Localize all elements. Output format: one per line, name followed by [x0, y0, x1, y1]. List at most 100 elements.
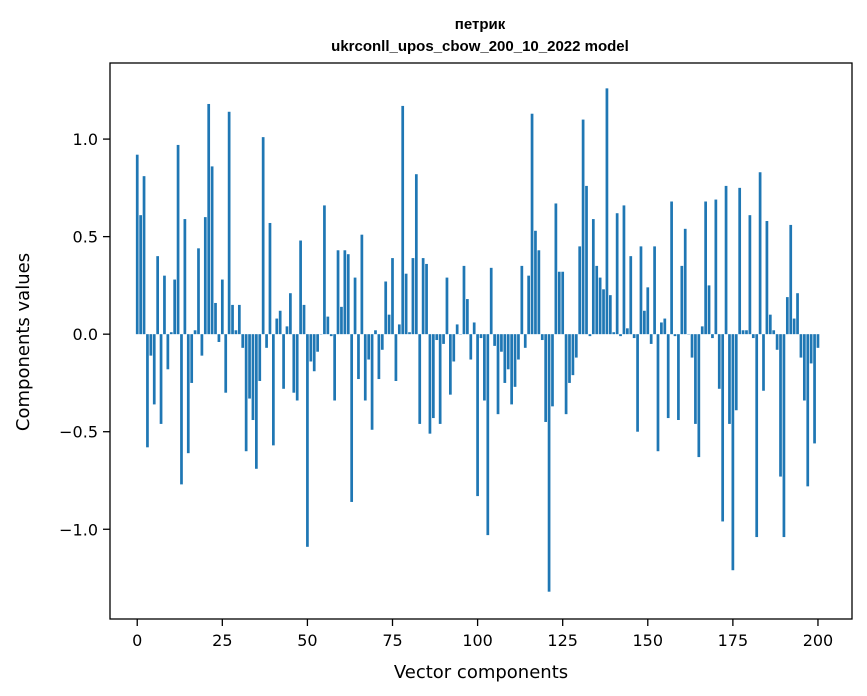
x-tick-label: 100	[462, 631, 493, 650]
bar	[738, 187, 742, 335]
plot-frame	[109, 62, 853, 620]
x-tick-label: 0	[132, 631, 142, 650]
bar	[183, 219, 187, 335]
bar	[146, 334, 149, 448]
y-tick-label: 0.0	[73, 325, 98, 344]
bar	[534, 230, 537, 335]
bar	[214, 302, 217, 335]
bar	[193, 330, 197, 335]
bar	[261, 137, 265, 335]
bar	[677, 334, 680, 421]
bar	[554, 203, 558, 335]
bar	[268, 222, 272, 335]
bar	[278, 310, 282, 335]
bar	[547, 334, 551, 592]
bar	[353, 277, 357, 335]
bar	[500, 334, 503, 352]
bar	[772, 330, 776, 335]
bar	[333, 334, 336, 401]
bar	[186, 334, 190, 454]
x-axis-ticks: 0 25 50 75 100 125 150 175 200	[132, 619, 833, 650]
bar	[357, 334, 360, 380]
bar	[561, 271, 565, 335]
bar	[217, 334, 221, 342]
bar	[248, 334, 251, 399]
bar	[316, 334, 319, 352]
bar	[799, 334, 803, 358]
bar	[340, 306, 343, 335]
bar	[768, 314, 772, 335]
bar	[323, 205, 326, 335]
bar	[758, 172, 762, 335]
bar	[551, 334, 554, 407]
bar	[591, 219, 595, 335]
bar	[537, 250, 541, 335]
bar	[428, 334, 432, 434]
bar	[755, 334, 759, 538]
y-tick-label: −0.5	[59, 423, 98, 442]
bar	[237, 304, 241, 335]
bar	[503, 334, 507, 383]
bar	[203, 217, 207, 335]
bar	[156, 256, 160, 335]
bar	[544, 334, 548, 422]
x-tick-label: 75	[382, 631, 402, 650]
bar	[452, 334, 456, 362]
bar	[663, 318, 667, 335]
x-tick-label: 50	[297, 631, 317, 650]
bar	[734, 334, 738, 411]
bar	[370, 334, 374, 430]
bar	[724, 185, 728, 335]
bar	[581, 119, 585, 335]
bar	[571, 334, 575, 376]
bar	[656, 334, 660, 452]
bar	[292, 334, 296, 393]
bar	[612, 332, 616, 335]
bar	[598, 277, 602, 335]
bar	[711, 334, 714, 339]
x-tick-label: 200	[803, 631, 834, 650]
bar	[813, 334, 816, 444]
bar	[568, 334, 571, 383]
bar	[472, 322, 476, 335]
bar	[176, 144, 180, 335]
bar	[190, 334, 194, 383]
bar	[329, 334, 333, 337]
bar	[660, 322, 663, 335]
bar	[449, 334, 452, 395]
bar	[408, 332, 411, 335]
bar	[636, 334, 639, 432]
bars-group	[135, 88, 820, 592]
bar	[309, 334, 313, 362]
bar	[384, 281, 388, 335]
bar	[816, 334, 820, 348]
bar	[751, 334, 755, 339]
bar	[312, 334, 316, 372]
bar	[374, 330, 377, 335]
bar	[404, 273, 408, 335]
bar	[792, 318, 796, 335]
bar	[704, 201, 707, 335]
bar	[425, 263, 428, 335]
x-axis-label: Vector components	[394, 662, 568, 683]
bar	[745, 330, 748, 335]
bar	[466, 299, 469, 335]
bar	[666, 334, 670, 419]
bar	[585, 185, 588, 335]
bar	[207, 103, 211, 335]
bar	[714, 199, 718, 335]
bar	[731, 334, 735, 571]
bar	[469, 334, 473, 360]
bar	[486, 334, 490, 536]
bar	[265, 334, 268, 348]
bar	[295, 334, 299, 401]
bar	[241, 334, 245, 348]
bar	[455, 324, 459, 335]
bar	[180, 334, 183, 485]
bar	[326, 316, 330, 335]
bar	[779, 334, 782, 477]
bar	[608, 295, 612, 335]
bar	[367, 334, 371, 360]
bar	[244, 334, 248, 452]
bar	[574, 334, 578, 358]
